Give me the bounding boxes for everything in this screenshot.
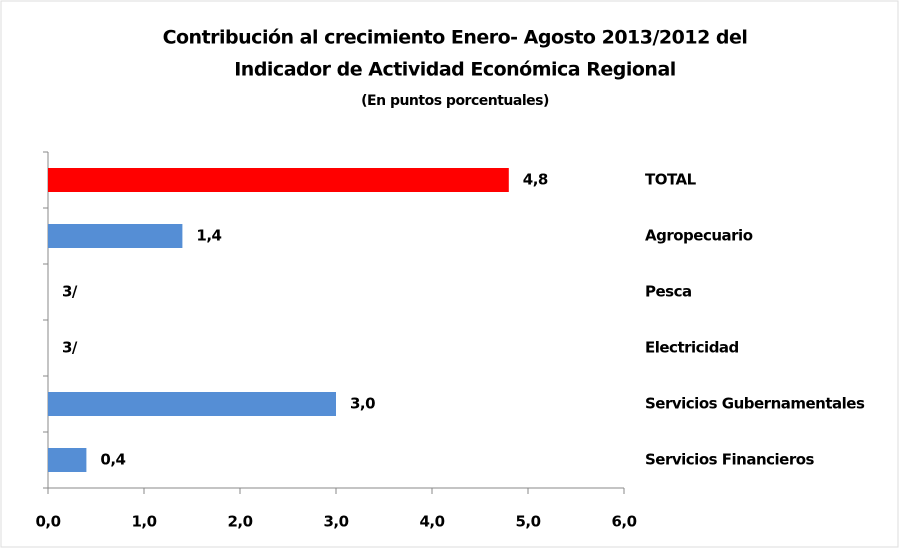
bar: [48, 448, 87, 472]
category-label: TOTAL: [645, 171, 697, 189]
value-label: 0,4: [100, 451, 125, 469]
category-label: Electricidad: [645, 339, 739, 357]
x-tick-label: 0,0: [35, 513, 60, 531]
chart-title: Indicador de Actividad Económica Regiona…: [234, 59, 676, 81]
chart-title: Contribución al crecimiento Enero- Agost…: [163, 27, 748, 49]
category-label: Servicios Financieros: [645, 451, 815, 469]
x-tick-label: 3,0: [323, 513, 348, 531]
category-label: Pesca: [645, 283, 692, 301]
value-label: 3/: [62, 283, 78, 301]
x-tick-label: 5,0: [515, 513, 540, 531]
bar: [48, 168, 509, 192]
category-label: Servicios Gubernamentales: [645, 395, 865, 413]
x-tick-label: 1,0: [131, 513, 156, 531]
category-label: Agropecuario: [645, 227, 753, 245]
x-tick-label: 2,0: [227, 513, 252, 531]
value-label: 1,4: [196, 227, 221, 245]
value-label: 3,0: [350, 395, 375, 413]
x-tick-label: 6,0: [611, 513, 636, 531]
value-label: 3/: [62, 339, 78, 357]
bar: [48, 224, 183, 248]
chart-subtitle: (En puntos porcentuales): [361, 93, 549, 109]
value-label: 4,8: [523, 171, 548, 189]
bar: [48, 392, 336, 416]
x-tick-label: 4,0: [419, 513, 444, 531]
